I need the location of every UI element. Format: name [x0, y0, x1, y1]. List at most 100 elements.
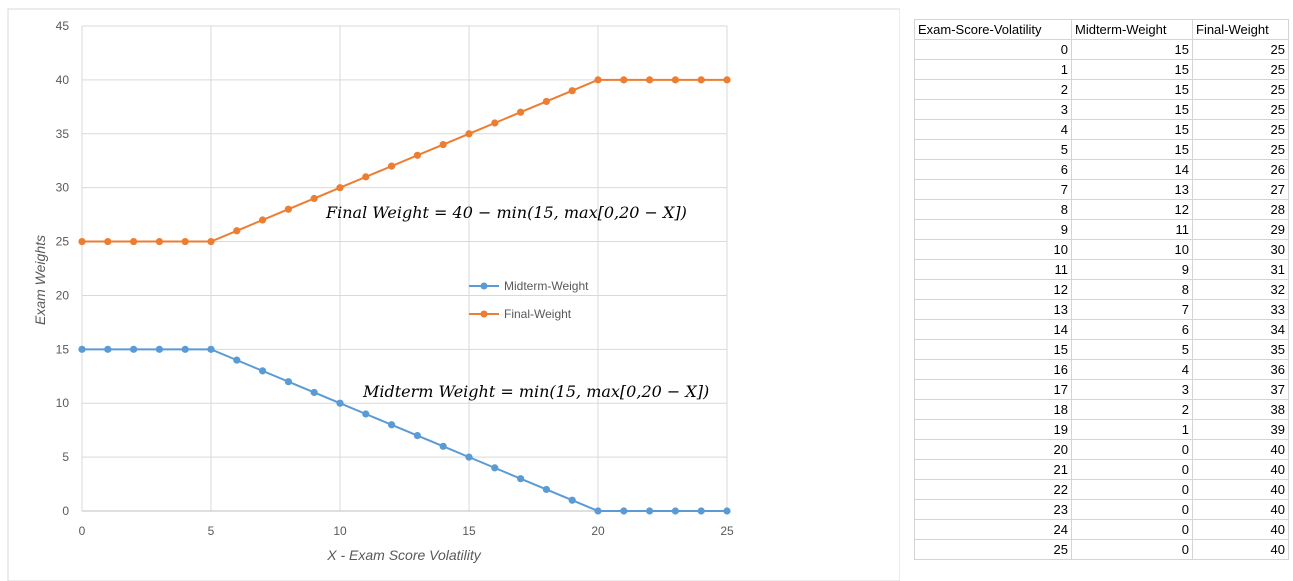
data-point-midterm-weight — [233, 356, 241, 364]
table-row: 20 0 40 — [914, 439, 1289, 460]
data-point-final-weight — [671, 76, 680, 84]
x-tick-label: 10 — [333, 524, 347, 538]
data-point-midterm-weight — [491, 464, 499, 472]
data-point-final-weight — [697, 76, 705, 84]
cell-final-weight: 36 — [1192, 359, 1289, 380]
cell-final-weight: 28 — [1192, 199, 1289, 220]
y-tick-label: 10 — [56, 396, 70, 410]
header-exam-score-volatility: Exam-Score-Volatility — [914, 19, 1072, 40]
table-row: 18 2 38 — [914, 399, 1289, 420]
y-tick-label: 0 — [62, 504, 69, 518]
cell-exam-score-volatility: 5 — [914, 139, 1072, 160]
cell-exam-score-volatility: 2 — [914, 79, 1072, 100]
cell-exam-score-volatility: 24 — [914, 519, 1072, 540]
data-point-midterm-weight — [259, 367, 267, 375]
series-line-midterm-weight — [82, 348, 727, 512]
cell-exam-score-volatility: 20 — [914, 439, 1072, 460]
cell-exam-score-volatility: 11 — [914, 259, 1072, 280]
cell-exam-score-volatility: 19 — [914, 419, 1072, 440]
cell-final-weight: 25 — [1192, 139, 1289, 160]
cell-exam-score-volatility: 18 — [914, 399, 1072, 420]
data-point-final-weight — [439, 140, 447, 149]
cell-final-weight: 38 — [1192, 399, 1289, 420]
y-tick-label: 25 — [56, 235, 70, 249]
data-point-final-weight — [155, 237, 163, 246]
cell-exam-score-volatility: 12 — [914, 279, 1072, 300]
data-point-midterm-weight — [465, 453, 473, 461]
cell-midterm-weight: 15 — [1071, 39, 1193, 60]
line-chart: 0 5 10 15 20 25 30 35 40 45 0 5 10 15 20 25 X - Exam Sc… — [7, 8, 900, 581]
data-point-final-weight — [78, 237, 86, 246]
cell-final-weight: 27 — [1192, 179, 1289, 200]
cell-final-weight: 37 — [1192, 379, 1289, 400]
x-tick-label: 20 — [591, 524, 605, 538]
table-row: 3 15 25 — [914, 99, 1289, 120]
data-point-final-weight — [104, 237, 112, 246]
cell-midterm-weight: 0 — [1071, 539, 1193, 560]
cell-final-weight: 31 — [1192, 259, 1289, 280]
table-row: 6 14 26 — [914, 159, 1289, 180]
cell-midterm-weight: 14 — [1071, 159, 1193, 180]
data-point-midterm-weight — [78, 345, 86, 353]
cell-final-weight: 40 — [1192, 519, 1289, 540]
x-tick-label: 15 — [462, 524, 476, 538]
table-row: 24 0 40 — [914, 519, 1289, 540]
cell-exam-score-volatility: 9 — [914, 219, 1072, 240]
y-tick-label: 15 — [56, 342, 70, 356]
data-point-midterm-weight — [568, 496, 576, 504]
table-row: 4 15 25 — [914, 119, 1289, 140]
table-row: 17 3 37 — [914, 379, 1289, 400]
table-body: 0 15 25 1 15 25 2 15 25 3 15 25 4 15 25 5 15 25 6 14 26 7 13 27… — [914, 39, 1289, 560]
cell-exam-score-volatility: 14 — [914, 319, 1072, 340]
data-point-final-weight — [259, 216, 267, 224]
cell-final-weight: 40 — [1192, 459, 1289, 480]
cell-midterm-weight: 3 — [1071, 379, 1193, 400]
table-row: 11 9 31 — [914, 259, 1289, 280]
data-point-final-weight — [388, 162, 396, 170]
data-point-final-weight — [284, 205, 292, 213]
cell-final-weight: 33 — [1192, 299, 1289, 320]
legend: Midterm-Weight Final-Weight — [469, 279, 589, 321]
cell-midterm-weight: 13 — [1071, 179, 1193, 200]
cell-final-weight: 39 — [1192, 419, 1289, 440]
data-point-midterm-weight — [181, 345, 189, 353]
data-point-final-weight — [336, 184, 344, 192]
data-point-final-weight — [620, 76, 628, 84]
series — [78, 76, 731, 515]
y-tick-label: 45 — [56, 19, 70, 33]
cell-final-weight: 35 — [1192, 339, 1289, 360]
cell-exam-score-volatility: 3 — [914, 99, 1072, 120]
cell-final-weight: 25 — [1192, 79, 1289, 100]
cell-midterm-weight: 2 — [1071, 399, 1193, 420]
midterm-weight-formula: Midterm Weight = min(15, max[0,20 − X]) — [362, 382, 709, 401]
cell-midterm-weight: 7 — [1071, 299, 1193, 320]
cell-midterm-weight: 6 — [1071, 319, 1193, 340]
y-axis-title: Exam Weights — [32, 235, 48, 325]
y-tick-label: 35 — [56, 127, 70, 141]
cell-exam-score-volatility: 4 — [914, 119, 1072, 140]
cell-midterm-weight: 4 — [1071, 359, 1193, 380]
cell-final-weight: 40 — [1192, 479, 1289, 500]
cell-final-weight: 30 — [1192, 239, 1289, 260]
data-point-midterm-weight — [671, 507, 680, 515]
legend-dot-midterm — [480, 282, 488, 290]
x-tick-label: 0 — [79, 524, 86, 538]
data-point-midterm-weight — [310, 388, 318, 397]
cell-midterm-weight: 8 — [1071, 279, 1193, 300]
cell-midterm-weight: 15 — [1071, 119, 1193, 140]
data-point-midterm-weight — [336, 399, 344, 407]
table-row: 19 1 39 — [914, 419, 1289, 440]
data-point-final-weight — [310, 194, 318, 203]
data-point-final-weight — [517, 108, 525, 116]
cell-midterm-weight: 12 — [1071, 199, 1193, 220]
table-row: 0 15 25 — [914, 39, 1289, 60]
cell-midterm-weight: 0 — [1071, 439, 1193, 460]
cell-midterm-weight: 15 — [1071, 59, 1193, 80]
cell-midterm-weight: 5 — [1071, 339, 1193, 360]
cell-midterm-weight: 15 — [1071, 99, 1193, 120]
table-row: 12 8 32 — [914, 279, 1289, 300]
table-row: 9 11 29 — [914, 219, 1289, 240]
data-point-final-weight — [233, 227, 241, 235]
data-point-midterm-weight — [155, 345, 163, 353]
gridlines — [82, 25, 728, 511]
